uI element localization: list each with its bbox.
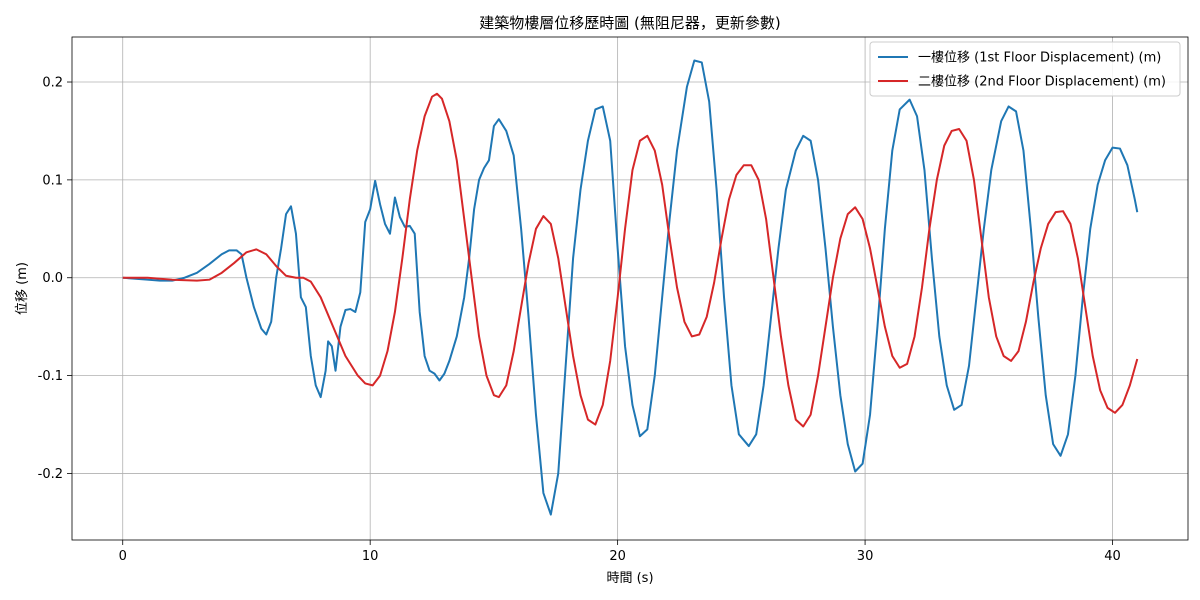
ticks: 0 10 20 30 40 -0.2 -0.1 0.0 0.1 0.2 [38,76,1121,564]
series-line-floor-1 [122,59,1139,516]
plot-frame [71,36,1189,541]
legend-label-floor-2: 二樓位移 (2nd Floor Displacement) (m) [918,75,1166,90]
y-axis-label: 位移 (m) [15,262,30,315]
x-tick-label: 0 [119,549,127,564]
y-tick-label: 0.0 [42,271,63,286]
x-axis-label: 時間 (s) [606,571,653,586]
x-tick-label: 20 [609,549,626,564]
legend-box [869,41,1181,97]
chart-title: 建築物樓層位移歷時圖 (無阻尼器，更新參數) [479,14,780,32]
legend: 一樓位移 (1st Floor Displacement) (m) 二樓位移 (… [869,41,1181,97]
legend-label-floor-1: 一樓位移 (1st Floor Displacement) (m) [918,51,1161,66]
y-tick-label: -0.2 [38,467,63,482]
x-tick-label: 10 [362,549,379,564]
series-line-floor-2 [122,92,1139,428]
x-tick-label: 30 [857,549,874,564]
y-tick-label: 0.1 [42,173,63,188]
x-tick-label: 40 [1104,549,1121,564]
y-tick-label: 0.2 [42,76,63,91]
y-tick-label: -0.1 [38,369,63,384]
series-lines [122,59,1139,516]
